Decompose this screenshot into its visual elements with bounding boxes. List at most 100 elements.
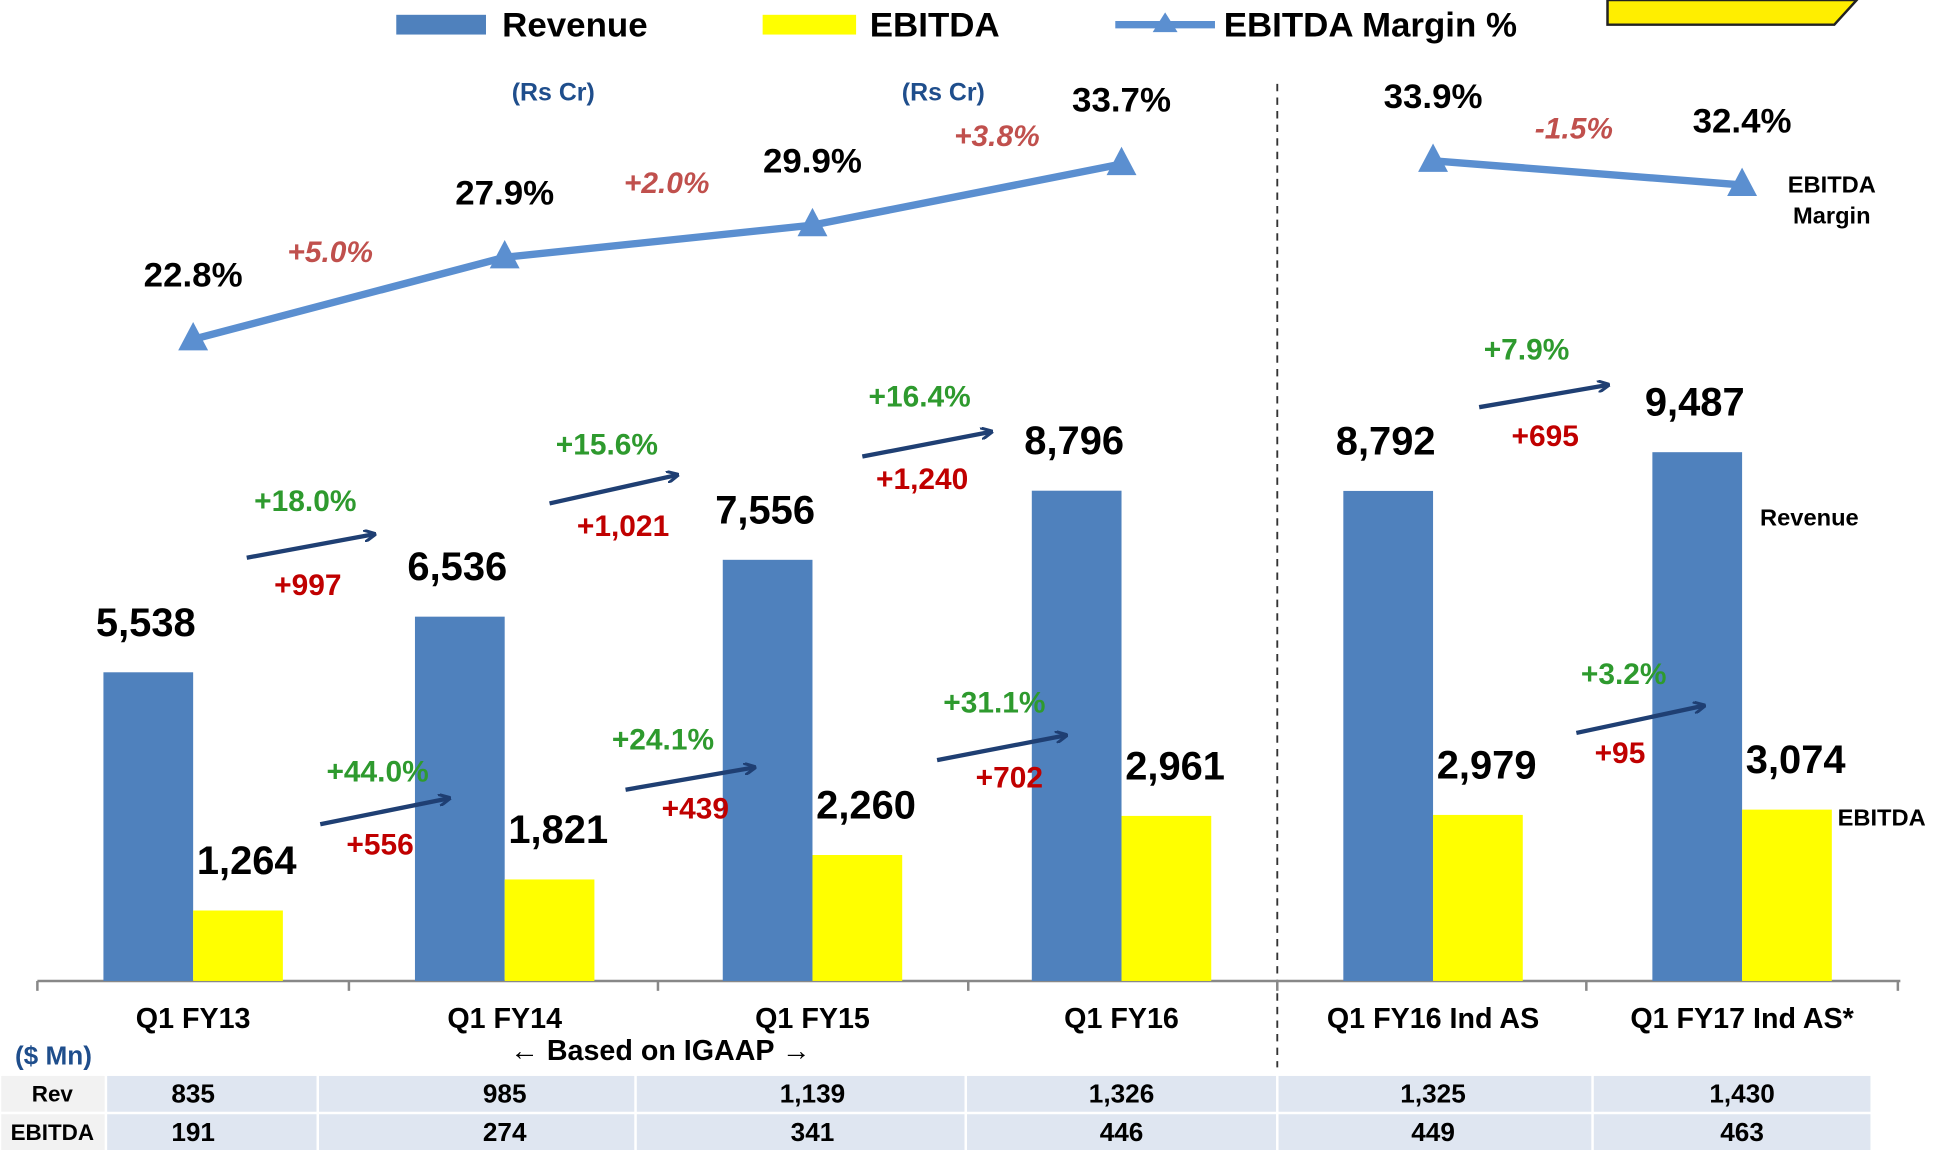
legend-label: Revenue xyxy=(502,6,647,44)
margin-marker xyxy=(797,207,828,237)
legend-label: EBITDA Margin % xyxy=(1224,6,1517,44)
revenue-bar xyxy=(103,672,194,981)
growth-pct: +24.1% xyxy=(612,724,714,757)
margin-label: 33.7% xyxy=(1072,82,1171,120)
revenue-label: 7,556 xyxy=(715,489,815,533)
revenue-label: 9,487 xyxy=(1645,381,1745,425)
legend-swatch xyxy=(396,14,486,35)
growth-arrow xyxy=(319,798,448,827)
ebitda-bar xyxy=(193,910,283,981)
margin-side-label: EBITDA xyxy=(1788,172,1876,198)
growth-arrow xyxy=(246,534,374,560)
ebitda-bar xyxy=(504,879,595,981)
ebitda-bar xyxy=(812,854,903,981)
margin-marker xyxy=(1106,146,1137,176)
margin-side-label: Margin xyxy=(1793,202,1871,228)
growth-pct: +15.6% xyxy=(556,429,658,462)
legend-marker xyxy=(1152,12,1178,33)
x-tick-label: Q1 FY17 Ind AS* xyxy=(1630,1003,1854,1035)
growth-abs: +439 xyxy=(662,793,729,826)
ebitda-label: 3,074 xyxy=(1746,738,1846,782)
table-cell xyxy=(1,1114,105,1150)
margin-marker xyxy=(178,322,209,351)
margin-change: +5.0% xyxy=(287,236,373,269)
table-cell xyxy=(1278,1114,1592,1150)
margin-label: 27.9% xyxy=(455,175,554,213)
growth-abs: +556 xyxy=(346,828,413,861)
table-unit: ($ Mn) xyxy=(15,1040,92,1070)
growth-pct: +3.2% xyxy=(1581,658,1667,691)
revenue-bar xyxy=(1652,452,1743,981)
growth-abs: +695 xyxy=(1512,420,1579,453)
table-cell xyxy=(107,1114,317,1150)
table-text: 1,325 xyxy=(1400,1079,1465,1109)
growth-arrow xyxy=(625,767,754,792)
margin-change: +3.8% xyxy=(954,120,1040,153)
table-cell xyxy=(1,1075,105,1112)
ebitda-label: 1,821 xyxy=(508,808,608,852)
x-tick-label: Q1 FY16 xyxy=(1064,1003,1179,1035)
growth-arrow xyxy=(861,432,990,459)
legend-label: EBITDA xyxy=(870,6,1000,44)
growth-arrow xyxy=(1575,706,1703,736)
table-cell xyxy=(1593,1114,1871,1150)
x-tick-label: Q1 FY14 xyxy=(447,1003,562,1035)
group-label: ← Based on IGAAP → xyxy=(510,1035,810,1067)
table-text: 835 xyxy=(171,1079,215,1109)
growth-pct: +16.4% xyxy=(869,381,971,414)
table-text: 191 xyxy=(171,1117,215,1147)
growth-pct: +31.1% xyxy=(943,687,1045,720)
growth-pct: +18.0% xyxy=(254,485,356,518)
revenue-label: 8,796 xyxy=(1024,419,1124,463)
x-tick-label: Q1 FY15 xyxy=(755,1003,870,1035)
table-cell xyxy=(319,1114,635,1150)
revenue-side-label: Revenue xyxy=(1760,505,1859,531)
table-cell xyxy=(967,1114,1277,1150)
ebitda-label: 2,961 xyxy=(1125,745,1225,789)
table-text: EBITDA xyxy=(11,1120,94,1145)
growth-abs: +702 xyxy=(976,762,1043,795)
margin-line xyxy=(1432,157,1743,189)
ebitda-label: 2,979 xyxy=(1437,744,1537,788)
margin-change: +2.0% xyxy=(624,167,710,200)
ebitda-bar xyxy=(1742,809,1832,981)
growth-pct: +44.0% xyxy=(326,756,428,789)
margin-marker xyxy=(489,240,520,269)
table-text: 1,139 xyxy=(780,1079,845,1109)
growth-abs: +1,021 xyxy=(577,510,669,543)
logo xyxy=(1606,0,1859,26)
margin-line xyxy=(192,160,1123,343)
growth-abs: +997 xyxy=(274,569,341,602)
revenue-label: 8,792 xyxy=(1336,420,1436,464)
table-cell xyxy=(319,1075,635,1112)
ebitda-bar xyxy=(1433,814,1523,981)
revenue-bar xyxy=(1031,490,1122,981)
table-text: 341 xyxy=(791,1117,835,1147)
margin-label: 22.8% xyxy=(144,257,243,295)
revenue-bar xyxy=(1343,490,1434,981)
ebitda-label: 1,264 xyxy=(197,839,297,883)
table-text: 274 xyxy=(483,1117,527,1147)
table-cell xyxy=(1278,1075,1592,1112)
margin-marker xyxy=(1418,143,1449,172)
table-text: 463 xyxy=(1720,1117,1764,1147)
table-text: 1,326 xyxy=(1089,1079,1154,1109)
table-cell xyxy=(107,1075,317,1112)
table-text: 449 xyxy=(1411,1117,1455,1147)
growth-arrow xyxy=(1478,385,1607,410)
growth-arrow xyxy=(936,735,1065,763)
growth-abs: +1,240 xyxy=(876,463,968,496)
unit-label: (Rs Cr) xyxy=(902,79,985,106)
unit-label: (Rs Cr) xyxy=(512,79,595,106)
margin-label: 33.9% xyxy=(1384,78,1483,116)
table-text: Rev xyxy=(32,1082,74,1107)
x-tick-label: Q1 FY16 Ind AS xyxy=(1327,1003,1539,1035)
revenue-label: 5,538 xyxy=(96,601,196,645)
table-text: 1,430 xyxy=(1709,1079,1774,1109)
growth-abs: +95 xyxy=(1595,737,1646,770)
margin-label: 29.9% xyxy=(763,143,862,181)
table-cell xyxy=(636,1075,965,1112)
ebitda-side-label: EBITDA xyxy=(1838,805,1926,831)
growth-pct: +7.9% xyxy=(1484,334,1570,367)
